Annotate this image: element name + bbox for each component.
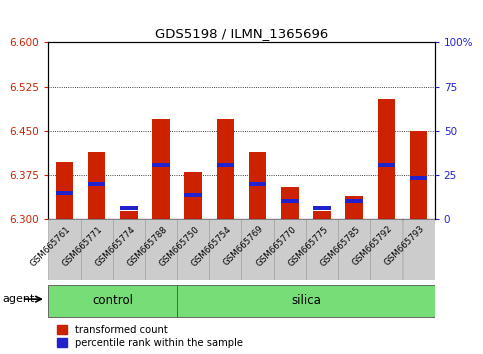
Text: GSM665770: GSM665770 — [254, 224, 298, 268]
Bar — [216, 119, 234, 219]
Bar — [345, 199, 363, 202]
Bar — [88, 152, 105, 219]
Text: GSM665750: GSM665750 — [157, 224, 201, 268]
Bar — [177, 285, 435, 317]
Bar — [216, 162, 234, 167]
Text: GSM665792: GSM665792 — [351, 224, 395, 268]
Bar — [88, 182, 105, 186]
Title: GDS5198 / ILMN_1365696: GDS5198 / ILMN_1365696 — [155, 27, 328, 40]
Text: GSM665769: GSM665769 — [222, 224, 266, 268]
Bar — [345, 196, 363, 219]
Bar — [152, 119, 170, 219]
Bar — [120, 211, 138, 219]
Text: GSM665775: GSM665775 — [286, 224, 330, 268]
Text: GSM665754: GSM665754 — [190, 224, 233, 268]
Legend: transformed count, percentile rank within the sample: transformed count, percentile rank withi… — [53, 321, 247, 352]
Bar — [313, 211, 331, 219]
Bar — [185, 193, 202, 197]
Bar — [410, 176, 427, 180]
Bar — [209, 219, 242, 280]
Text: GSM665793: GSM665793 — [383, 224, 426, 268]
Bar — [378, 98, 395, 219]
Bar — [145, 219, 177, 280]
Bar — [81, 219, 113, 280]
Bar — [249, 182, 267, 186]
Bar — [152, 162, 170, 167]
Bar — [249, 152, 267, 219]
Bar — [410, 131, 427, 219]
Bar — [56, 191, 73, 195]
Bar — [274, 219, 306, 280]
Bar — [48, 219, 81, 280]
Bar — [56, 162, 73, 219]
Bar — [281, 187, 298, 219]
Bar — [48, 285, 177, 317]
Text: GSM665774: GSM665774 — [93, 224, 137, 268]
Text: GSM665761: GSM665761 — [28, 224, 72, 268]
Text: control: control — [92, 295, 133, 307]
Bar — [281, 199, 298, 202]
Text: GSM665771: GSM665771 — [61, 224, 105, 268]
Bar — [177, 219, 209, 280]
Bar — [306, 219, 338, 280]
Bar — [370, 219, 402, 280]
Text: GSM665785: GSM665785 — [318, 224, 362, 268]
Bar — [242, 219, 274, 280]
Text: agent: agent — [2, 294, 35, 304]
Bar — [185, 172, 202, 219]
Bar — [120, 206, 138, 210]
Bar — [338, 219, 370, 280]
Text: silica: silica — [291, 295, 321, 307]
Text: GSM665788: GSM665788 — [125, 224, 169, 268]
Bar — [402, 219, 435, 280]
Bar — [313, 206, 331, 210]
Bar — [113, 219, 145, 280]
Bar — [378, 162, 395, 167]
